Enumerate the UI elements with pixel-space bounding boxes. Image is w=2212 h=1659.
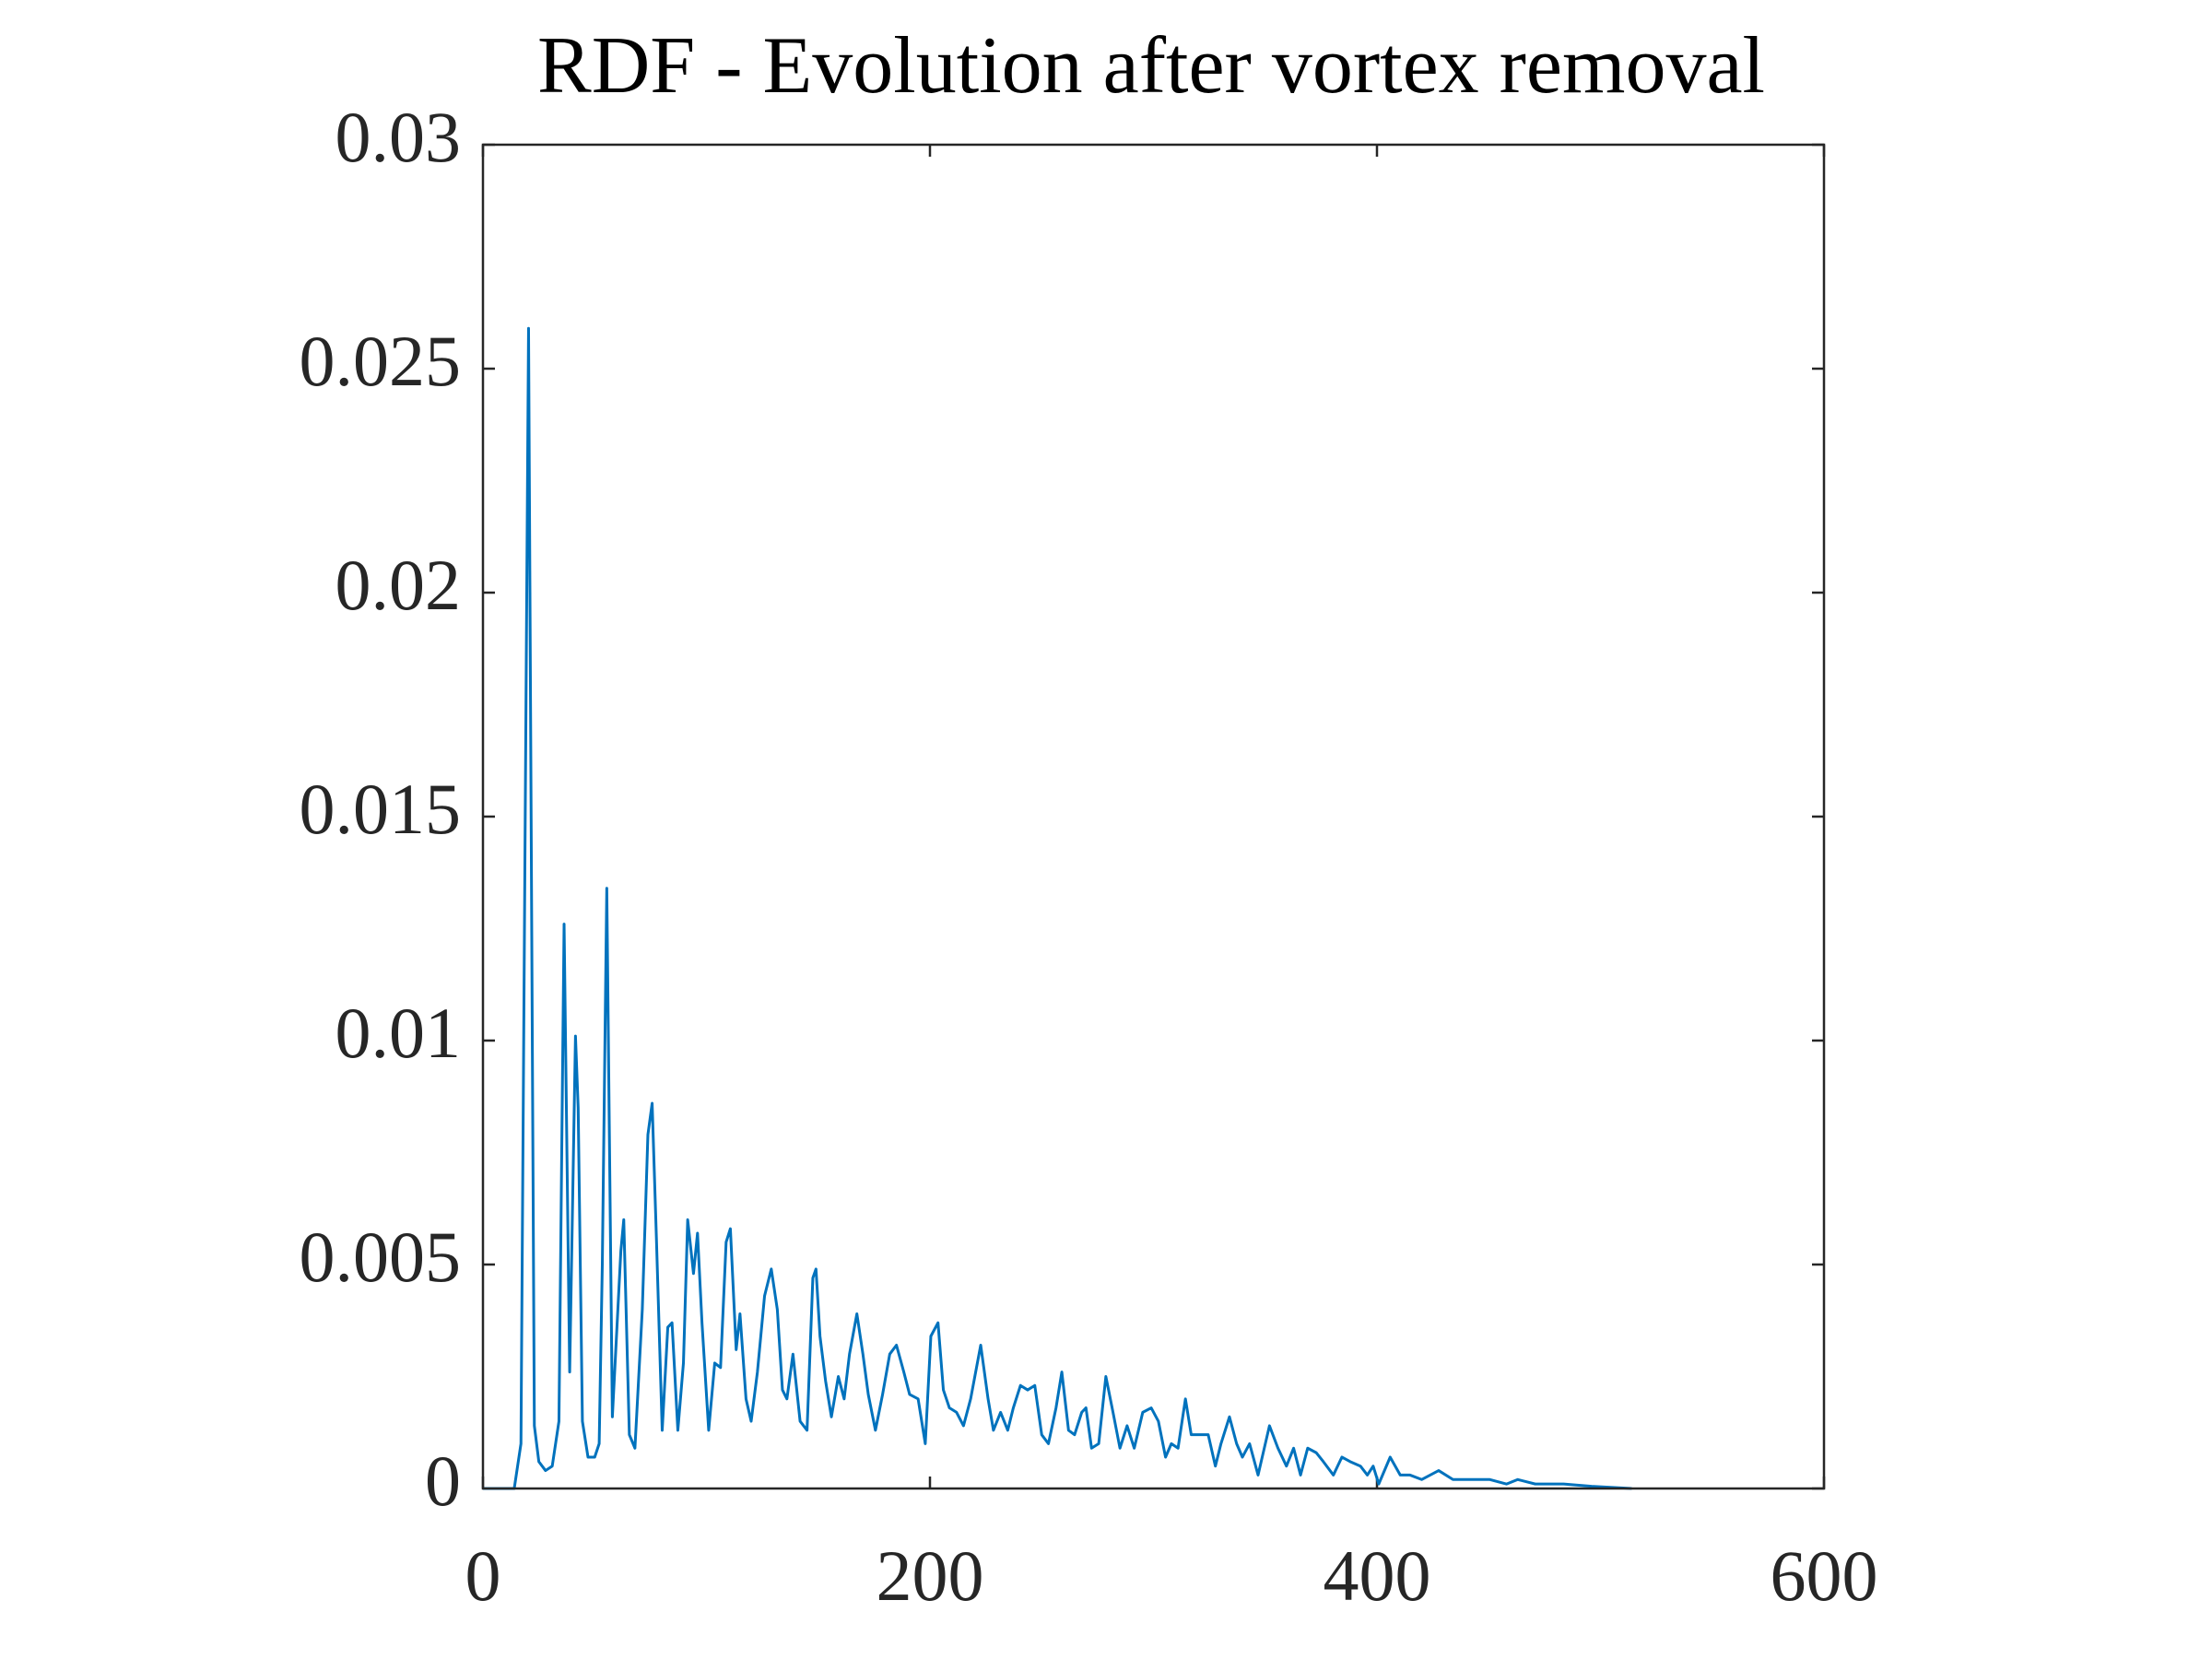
x-tick-label: 0 xyxy=(465,1535,501,1616)
chart-title: RDF - Evolution after vortex removal xyxy=(537,21,1765,111)
data-line xyxy=(483,326,1632,1490)
y-tick-label: 0.03 xyxy=(335,97,462,177)
y-tick-label: 0.005 xyxy=(300,1217,462,1297)
x-tick-label: 400 xyxy=(1324,1535,1431,1616)
y-tick-label: 0.02 xyxy=(335,545,462,625)
y-tick-label: 0.015 xyxy=(300,769,462,849)
y-tick-label: 0.01 xyxy=(335,993,462,1073)
plot-area xyxy=(483,145,1824,1488)
x-tick-label: 600 xyxy=(1771,1535,1878,1616)
y-tick-label: 0.025 xyxy=(300,321,462,401)
y-tick-label: 0 xyxy=(425,1441,461,1521)
x-tick-label: 200 xyxy=(877,1535,984,1616)
axes-box xyxy=(481,143,1826,1490)
